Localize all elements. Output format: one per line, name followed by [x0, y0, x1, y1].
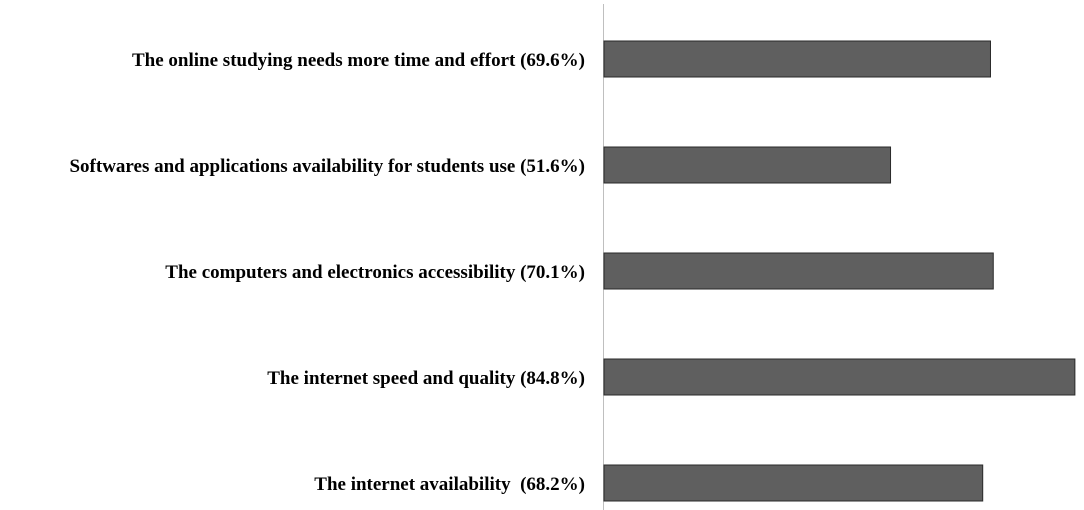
category-label-5: The internet availability (68.2%)	[314, 474, 585, 495]
category-label-4: The internet speed and quality (84.8%)	[267, 368, 585, 389]
bar-5	[603, 464, 984, 502]
bar-2	[603, 146, 892, 184]
category-label-2: Softwares and applications availability …	[69, 156, 585, 177]
category-label-1: The online studying needs more time and …	[132, 50, 585, 71]
category-label-3: The computers and electronics accessibil…	[165, 262, 585, 283]
bar-1	[603, 40, 991, 78]
category-labels-group: The online studying needs more time and …	[69, 50, 585, 495]
bar-3	[603, 252, 994, 290]
bar-4	[603, 358, 1076, 396]
bars-group	[603, 40, 1076, 502]
